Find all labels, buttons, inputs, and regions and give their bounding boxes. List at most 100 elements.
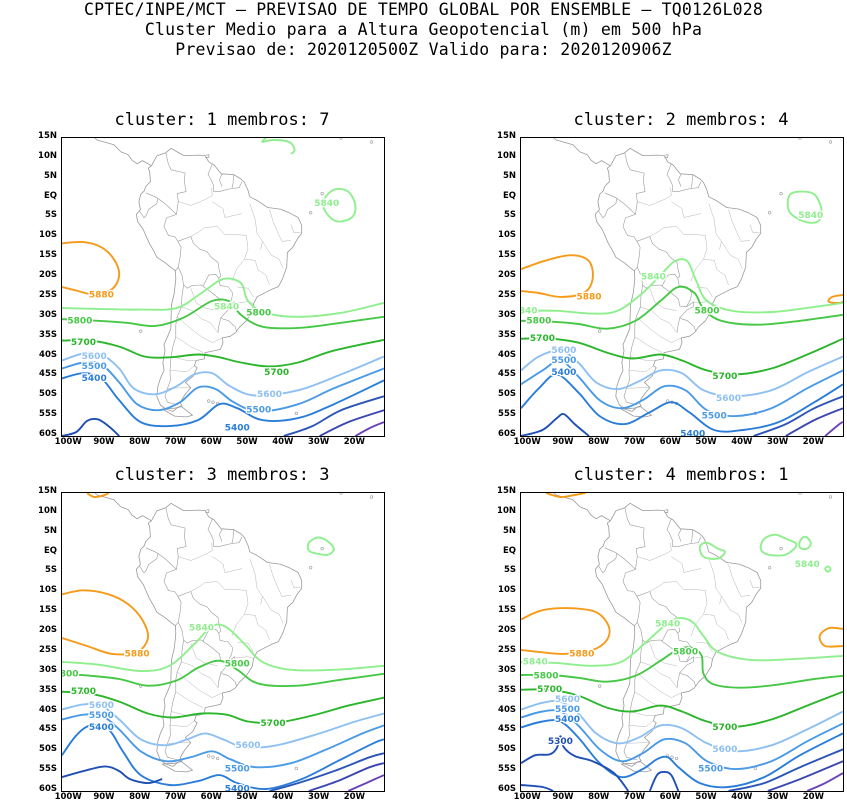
longitude-tick-label: 40W — [731, 437, 753, 447]
panel-title: cluster: 2 membros: 4 — [573, 110, 789, 130]
state-border — [683, 234, 708, 282]
state-border — [190, 226, 225, 237]
island — [216, 756, 220, 761]
longitude-tick-label: 100W — [513, 792, 541, 802]
contour-label: 5600 — [257, 390, 282, 400]
contour-label: 5300 — [548, 737, 573, 747]
panel-title: cluster: 4 membros: 1 — [573, 465, 789, 485]
contour-line — [728, 748, 843, 791]
state-border — [269, 564, 283, 597]
state-border — [181, 661, 219, 688]
latitude-tick-label: EQ — [43, 545, 57, 556]
state-border — [244, 258, 270, 286]
contour-label: 5700 — [712, 372, 737, 382]
state-border — [212, 556, 243, 573]
country-border — [207, 518, 243, 547]
state-border — [630, 711, 656, 716]
latitude-tick-label: 20S — [39, 270, 57, 281]
state-border — [237, 641, 254, 653]
contour-label: 5700 — [530, 334, 555, 344]
contour-line — [319, 409, 384, 436]
cluster-panel-4: cluster: 4 membros: 1 5840 5840 5880 5840 580… — [459, 465, 847, 810]
cluster-panel-2: cluster: 2 membros: 4 5840 5840 5880 840 5800… — [459, 110, 847, 455]
latitude-tick-label: 55S — [39, 409, 57, 420]
country-border — [616, 198, 641, 271]
state-border — [671, 556, 702, 573]
latitude-tick-label: 10N — [497, 505, 516, 516]
contour-label: 5880 — [125, 649, 150, 659]
contour-line — [827, 293, 843, 304]
country-border — [202, 632, 233, 663]
contour-label: 5400 — [551, 368, 576, 378]
contour-label: 5840 — [314, 199, 339, 209]
longitude-tick-label: 80W — [588, 792, 610, 802]
country-border — [598, 192, 618, 219]
longitude-tick-label: 60W — [659, 792, 681, 802]
island — [207, 754, 211, 758]
island — [309, 211, 313, 215]
state-border — [249, 558, 263, 605]
state-border — [640, 306, 678, 333]
geopotential-map: 5880584080058005700570056005500540056005… — [61, 492, 385, 792]
country-border — [637, 266, 678, 289]
state-border — [628, 365, 654, 372]
longitude-tick-label: 30W — [307, 792, 330, 802]
coastline — [161, 761, 193, 773]
latitude-tick-label: 5S — [44, 210, 57, 221]
coastline — [161, 406, 193, 418]
country-border — [661, 277, 692, 308]
latitude-tick-label: 60S — [39, 784, 57, 794]
contour-label: 5800 — [534, 671, 559, 681]
latitude-tick-label: 15N — [497, 131, 516, 141]
island — [339, 138, 343, 140]
state-border — [649, 226, 684, 237]
contour-line — [62, 724, 384, 790]
latitude-tick-label: 10S — [39, 230, 57, 241]
latitude-tick-label: EQ — [502, 190, 516, 201]
state-border — [703, 613, 729, 641]
contour-label: 5840 — [795, 560, 820, 570]
country-border — [623, 284, 643, 406]
contour-label: 5400 — [555, 715, 580, 725]
longitude-tick-label: 50W — [236, 437, 258, 447]
latitude-tick-label: 15N — [38, 131, 57, 141]
state-border — [177, 316, 223, 343]
state-border — [634, 336, 663, 353]
contour-label: 5700 — [261, 719, 286, 729]
island — [798, 138, 802, 140]
country-border — [139, 192, 159, 219]
longitude-tick-label: 30W — [307, 437, 330, 447]
latitude-tick-label: 15S — [498, 605, 516, 616]
contour-line — [261, 138, 296, 155]
contour-line — [521, 285, 843, 330]
latitude-tick-label: 10N — [38, 505, 57, 516]
contour-line — [62, 659, 384, 688]
state-border — [249, 203, 263, 250]
contour-label: 5840 — [641, 273, 666, 283]
state-border — [749, 224, 760, 233]
contour-label: 5840 — [214, 302, 239, 312]
longitude-tick-label: 50W — [236, 792, 258, 802]
contour-line — [283, 395, 384, 436]
island — [598, 329, 602, 333]
contour-label: 5700 — [537, 685, 562, 695]
state-border — [628, 720, 654, 727]
country-border — [177, 236, 222, 279]
country-border — [220, 656, 237, 687]
longitude-tick-label: 70W — [164, 792, 187, 802]
latitude-tick-label: 45S — [498, 369, 516, 380]
contour-line — [521, 258, 843, 315]
contour-label: 5880 — [569, 649, 594, 659]
contour-label: 5600 — [236, 741, 261, 751]
latitude-tick-label: 35S — [39, 684, 57, 695]
longitude-tick-label: 90W — [552, 437, 574, 447]
state-border — [649, 581, 684, 592]
country-border — [666, 518, 702, 547]
country-border — [636, 236, 681, 279]
contour-line — [698, 541, 726, 560]
island — [828, 495, 833, 499]
contour-line — [62, 690, 384, 725]
latitude-tick-label: 55S — [39, 764, 57, 775]
latitude-tick-label: 45S — [498, 724, 516, 735]
country-border — [139, 547, 159, 574]
